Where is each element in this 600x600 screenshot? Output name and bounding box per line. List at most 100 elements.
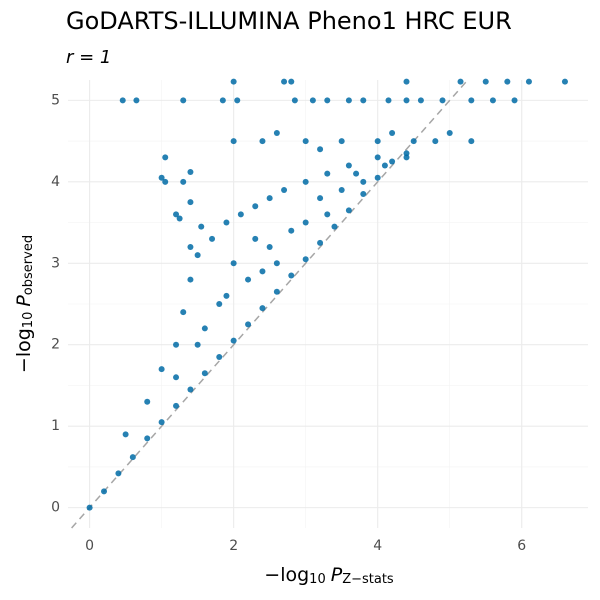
point xyxy=(187,243,194,250)
chart-subtitle: r = 1 xyxy=(66,47,111,68)
x-tick-label: 2 xyxy=(229,538,238,554)
point xyxy=(403,97,410,104)
point xyxy=(360,178,367,185)
label-part: Z−stats xyxy=(342,572,394,587)
point xyxy=(302,178,309,185)
point xyxy=(133,97,140,104)
label-part: P xyxy=(13,295,35,307)
point xyxy=(230,337,237,344)
point xyxy=(252,235,259,242)
point xyxy=(324,170,331,177)
point xyxy=(417,97,424,104)
point xyxy=(439,97,446,104)
y-tick-label: 0 xyxy=(51,500,60,516)
y-axis-label: −log10 Pobserved xyxy=(13,235,36,373)
point xyxy=(198,223,205,230)
point xyxy=(180,309,187,316)
reference-line xyxy=(71,79,469,529)
point xyxy=(317,239,324,246)
point xyxy=(201,370,208,377)
point xyxy=(101,488,108,495)
y-tick-label: 5 xyxy=(51,92,60,108)
point xyxy=(317,195,324,202)
point xyxy=(223,219,230,226)
point xyxy=(317,146,324,153)
point xyxy=(245,321,252,328)
point xyxy=(468,138,475,145)
point xyxy=(353,170,360,177)
point xyxy=(309,97,316,104)
point xyxy=(144,435,151,442)
point xyxy=(389,129,396,136)
point xyxy=(345,97,352,104)
point xyxy=(403,150,410,157)
point xyxy=(162,178,169,185)
point xyxy=(511,97,518,104)
label-part: P xyxy=(331,564,343,586)
point xyxy=(374,138,381,145)
point xyxy=(389,158,396,165)
x-tick-label: 4 xyxy=(373,538,382,554)
point xyxy=(504,78,511,85)
point xyxy=(410,138,417,145)
point xyxy=(302,219,309,226)
y-tick-label: 3 xyxy=(51,255,60,271)
point xyxy=(525,78,532,85)
x-axis-label: −log10 PZ−stats xyxy=(264,564,394,587)
label-part: −log xyxy=(13,328,35,373)
point xyxy=(219,97,226,104)
point xyxy=(129,454,136,461)
point xyxy=(331,223,338,230)
point xyxy=(403,78,410,85)
point xyxy=(144,398,151,405)
point xyxy=(266,195,273,202)
point xyxy=(259,138,266,145)
point xyxy=(173,341,180,348)
point xyxy=(223,292,230,299)
point xyxy=(162,154,169,161)
point xyxy=(281,78,288,85)
point xyxy=(338,138,345,145)
point xyxy=(173,402,180,409)
point xyxy=(187,276,194,283)
point xyxy=(86,504,93,511)
chart-title: GoDARTS-ILLUMINA Pheno1 HRC EUR xyxy=(66,7,512,35)
label-part: 10 xyxy=(309,572,326,587)
point xyxy=(201,325,208,332)
point xyxy=(194,341,201,348)
y-tick-label: 1 xyxy=(51,418,60,434)
point xyxy=(230,260,237,267)
point xyxy=(158,174,165,181)
point xyxy=(324,97,331,104)
point xyxy=(180,178,187,185)
point xyxy=(173,374,180,381)
y-tick-label: 4 xyxy=(51,174,60,190)
point xyxy=(381,162,388,169)
point xyxy=(291,97,298,104)
point xyxy=(338,186,345,193)
point xyxy=(561,78,568,85)
point xyxy=(360,191,367,198)
point xyxy=(187,169,194,176)
point xyxy=(324,211,331,218)
point xyxy=(230,138,237,145)
point xyxy=(345,207,352,214)
point xyxy=(288,227,295,234)
point xyxy=(237,211,244,218)
point xyxy=(173,211,180,218)
point xyxy=(230,78,237,85)
point xyxy=(446,129,453,136)
x-tick-label: 6 xyxy=(517,538,526,554)
point xyxy=(252,203,259,210)
point xyxy=(273,288,280,295)
point xyxy=(176,215,183,222)
point xyxy=(302,256,309,263)
point xyxy=(273,129,280,136)
point xyxy=(187,386,194,393)
point xyxy=(302,138,309,145)
point xyxy=(216,353,223,360)
point xyxy=(482,78,489,85)
point xyxy=(115,470,122,477)
point xyxy=(360,97,367,104)
